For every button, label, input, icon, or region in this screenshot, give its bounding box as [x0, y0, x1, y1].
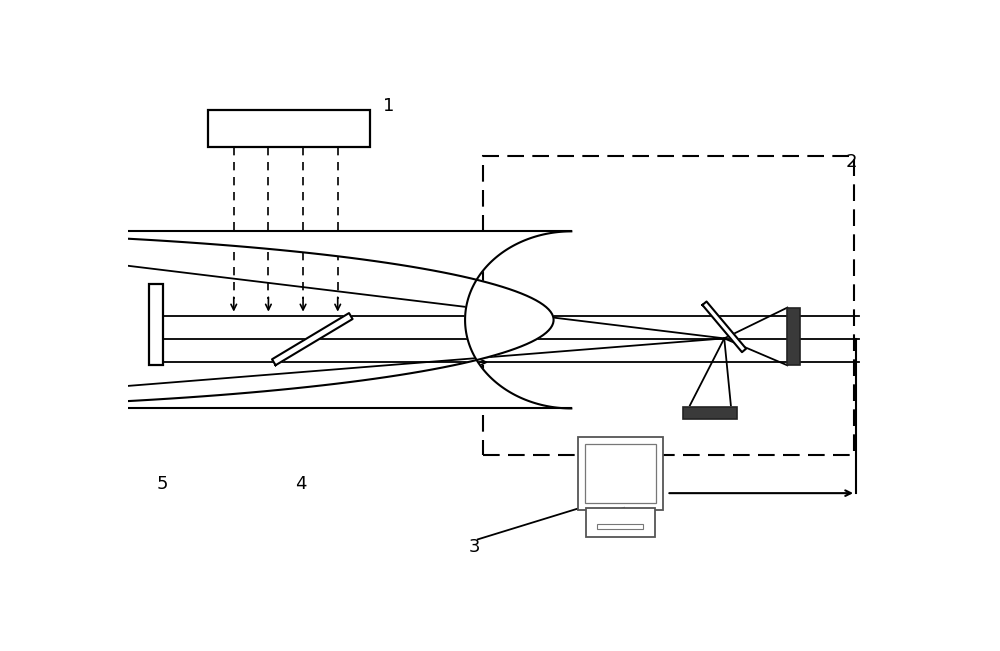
Bar	[585, 444, 656, 503]
Bar	[483, 156, 854, 454]
Polygon shape	[702, 301, 746, 352]
Text: 1: 1	[383, 97, 395, 115]
Bar	[578, 437, 663, 510]
Bar	[586, 508, 655, 537]
Polygon shape	[0, 231, 571, 408]
Text: 5: 5	[157, 475, 168, 493]
Text: 4: 4	[295, 475, 307, 493]
Bar	[149, 284, 163, 365]
Bar	[208, 109, 370, 146]
Bar	[683, 407, 737, 419]
Text: 3: 3	[469, 538, 480, 556]
Polygon shape	[272, 313, 353, 365]
Text: 2: 2	[845, 154, 857, 171]
Bar	[597, 524, 643, 529]
Bar	[787, 307, 800, 365]
